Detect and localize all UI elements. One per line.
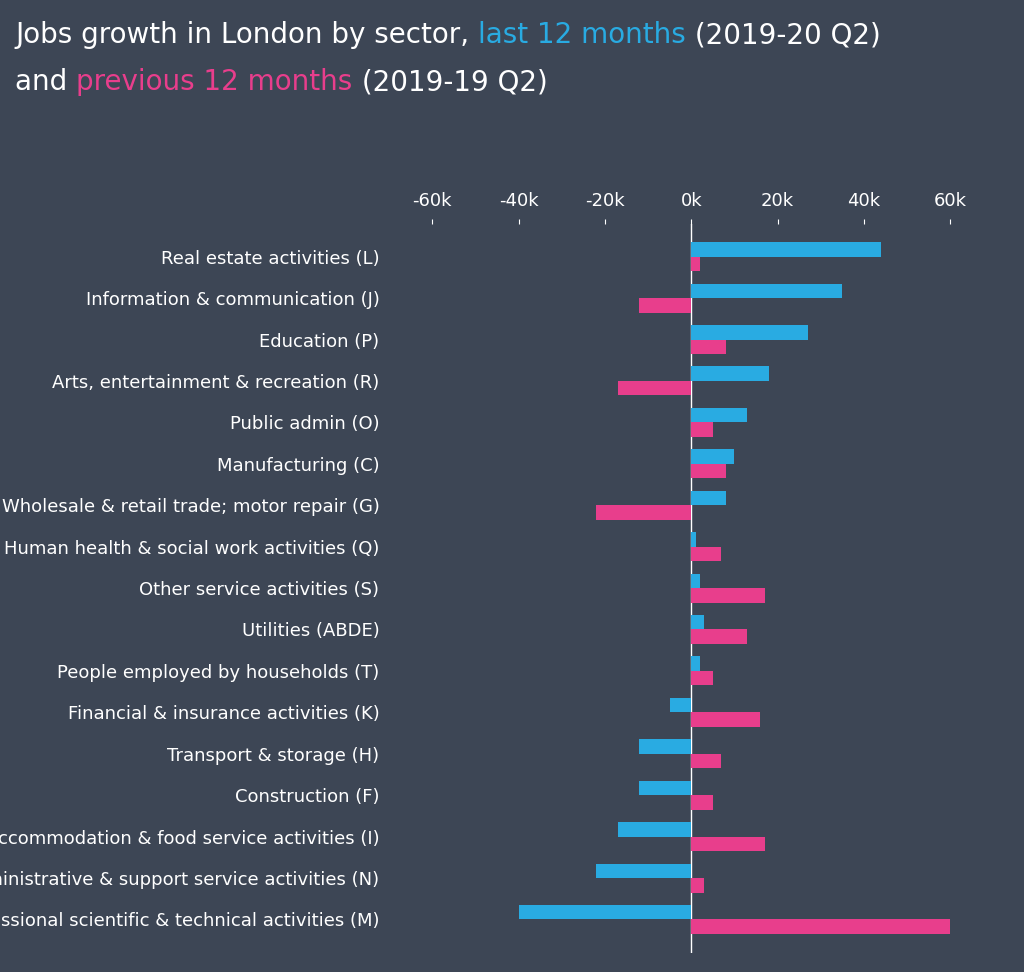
- Bar: [691, 449, 734, 464]
- Bar: [691, 532, 695, 546]
- Bar: [691, 837, 765, 851]
- Bar: [691, 630, 748, 644]
- Bar: [670, 698, 691, 712]
- Bar: [639, 298, 691, 313]
- Bar: [691, 795, 713, 810]
- Bar: [691, 339, 726, 354]
- Bar: [691, 257, 699, 271]
- Bar: [691, 325, 808, 339]
- Bar: [639, 740, 691, 753]
- Bar: [518, 905, 691, 920]
- Text: (2019-19 Q2): (2019-19 Q2): [352, 68, 548, 96]
- Bar: [596, 863, 691, 878]
- Bar: [691, 656, 699, 671]
- Bar: [617, 822, 691, 837]
- Bar: [691, 753, 721, 768]
- Bar: [691, 712, 760, 727]
- Text: Jobs growth in London by sector,: Jobs growth in London by sector,: [15, 21, 478, 50]
- Bar: [691, 588, 765, 603]
- Bar: [691, 242, 881, 257]
- Bar: [691, 878, 705, 892]
- Bar: [691, 615, 705, 630]
- Bar: [691, 671, 713, 685]
- Text: (2019-20 Q2): (2019-20 Q2): [686, 21, 881, 50]
- Text: and: and: [15, 68, 77, 96]
- Bar: [691, 423, 713, 436]
- Bar: [691, 546, 721, 561]
- Bar: [691, 573, 699, 588]
- Bar: [691, 408, 748, 423]
- Text: last 12 months: last 12 months: [478, 21, 686, 50]
- Bar: [691, 284, 842, 298]
- Bar: [691, 491, 726, 505]
- Bar: [691, 366, 769, 381]
- Bar: [596, 505, 691, 520]
- Bar: [639, 781, 691, 795]
- Bar: [617, 381, 691, 396]
- Text: previous 12 months: previous 12 months: [77, 68, 352, 96]
- Bar: [691, 464, 726, 478]
- Bar: [691, 920, 950, 934]
